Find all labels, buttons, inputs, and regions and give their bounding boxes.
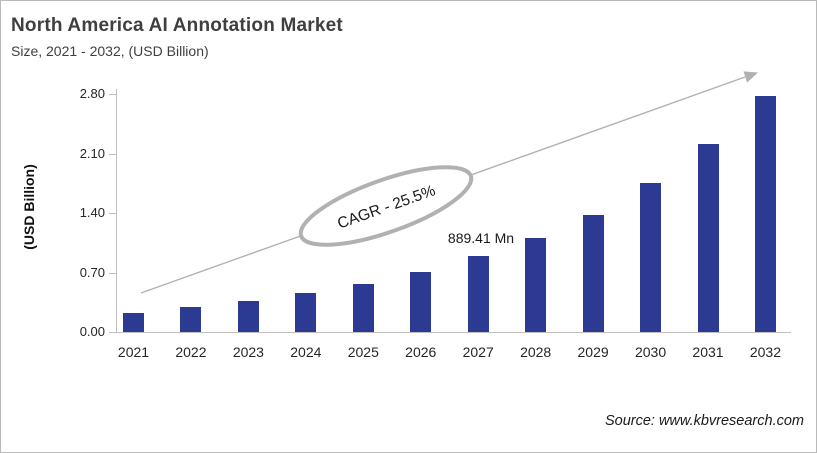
x-tick-label-2024: 2024 (290, 344, 322, 360)
x-tick-label-2021: 2021 (117, 344, 150, 360)
x-tick-label-2031: 2031 (692, 344, 724, 360)
x-tick-label-2023: 2023 (232, 344, 264, 360)
bar-value-label-2027: 889.41 Mn (447, 230, 515, 246)
bar-2032 (754, 95, 776, 332)
bar-2025 (352, 283, 374, 332)
x-tick-label-2027: 2027 (462, 344, 494, 360)
bar-2029 (582, 214, 604, 332)
chart-subtitle: Size, 2021 - 2032, (USD Billion) (11, 43, 209, 59)
y-axis-line (116, 89, 117, 332)
y-tick-label: 2.10 (79, 145, 105, 161)
bar-2023 (237, 300, 259, 332)
bar-2021 (123, 313, 144, 332)
bar-2024 (295, 292, 317, 332)
y-tick-label: 0.00 (79, 324, 105, 339)
y-tick-label: 1.40 (79, 205, 105, 220)
source-credit: Source: www.kbvresearch.com (604, 413, 804, 429)
x-tick-label-2028: 2028 (520, 344, 552, 360)
x-tick-label-2026: 2026 (405, 344, 437, 360)
x-tick-label-2029: 2029 (577, 344, 609, 360)
y-tick-mark (109, 94, 116, 95)
y-axis-title: (USD Billion) (21, 164, 37, 250)
trend-arrow-head-icon (743, 71, 758, 83)
y-tick-label: 2.80 (79, 86, 105, 101)
bar-2027 (467, 256, 489, 332)
x-tick-label-2032: 2032 (749, 344, 782, 360)
x-tick-label-2030: 2030 (634, 344, 667, 360)
y-tick-label: 0.70 (79, 264, 105, 280)
bar-2022 (180, 307, 202, 332)
x-tick-label-2025: 2025 (347, 344, 379, 360)
y-tick-mark (109, 332, 116, 333)
bar-2030 (640, 183, 662, 332)
bar-2028 (525, 237, 547, 332)
bar-2026 (410, 271, 432, 332)
y-tick-mark (109, 153, 116, 155)
x-axis-line (116, 332, 791, 333)
y-tick-mark (109, 213, 116, 214)
cagr-label: CAGR - 25.5% (335, 182, 438, 232)
chart-title: North America AI Annotation Market (11, 15, 343, 36)
x-tick-label-2022: 2022 (175, 344, 207, 360)
bar-2031 (697, 144, 719, 332)
y-tick-mark (109, 272, 116, 274)
